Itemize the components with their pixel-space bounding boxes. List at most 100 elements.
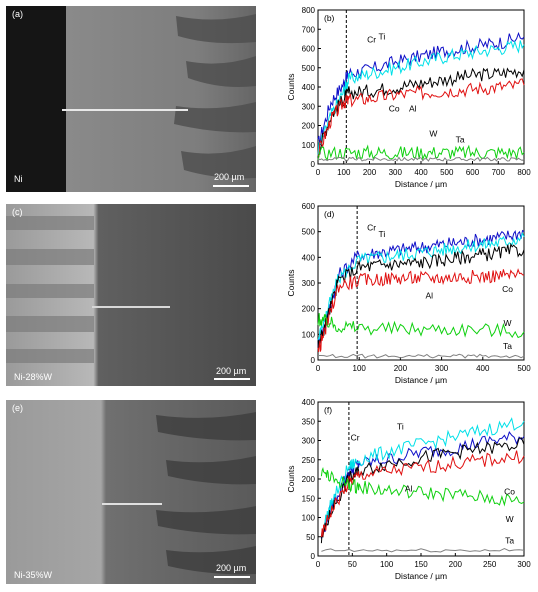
y-tick-label: 800 bbox=[302, 6, 316, 15]
y-tick-label: 700 bbox=[302, 25, 316, 34]
series-annotation-w: W bbox=[506, 514, 514, 524]
y-tick-label: 600 bbox=[302, 45, 316, 54]
y-tick-label: 200 bbox=[302, 475, 316, 484]
series-line-al bbox=[317, 242, 525, 351]
x-tick-label: 250 bbox=[483, 560, 497, 569]
y-tick-label: 100 bbox=[302, 514, 316, 523]
plot-frame bbox=[317, 205, 525, 361]
x-tick-label: 100 bbox=[353, 364, 367, 373]
micrograph-c: (c) Ni-28%W 200 µm bbox=[6, 204, 256, 386]
y-tick-label: 50 bbox=[306, 533, 315, 542]
y-axis-label: Counts bbox=[286, 270, 296, 297]
series-annotation-al: Al bbox=[409, 104, 417, 114]
y-tick-label: 0 bbox=[311, 356, 316, 365]
series-line-ta bbox=[321, 548, 525, 553]
series-line-co bbox=[317, 268, 525, 353]
series-annotation-ta: Ta bbox=[505, 536, 514, 546]
series-annotation-co: Co bbox=[502, 284, 513, 294]
series-line-w bbox=[317, 313, 525, 339]
y-tick-label: 300 bbox=[302, 279, 316, 288]
scale-bar-label: 200 µm bbox=[214, 172, 245, 182]
x-tick-label: 600 bbox=[466, 168, 480, 177]
x-tick-label: 50 bbox=[348, 560, 357, 569]
panel-label: (a) bbox=[12, 9, 23, 19]
x-tick-label: 300 bbox=[435, 364, 449, 373]
plot-d: 0 100 200 300 400 500 0 100 200 300 400 500 600 Dista… bbox=[282, 200, 534, 392]
y-tick-label: 600 bbox=[302, 202, 316, 211]
y-tick-label: 150 bbox=[302, 494, 316, 503]
sample-label: Ni-35%W bbox=[14, 570, 53, 580]
y-tick-label: 400 bbox=[302, 253, 316, 262]
scale-bar-label: 200 µm bbox=[216, 563, 247, 573]
x-tick-label: 0 bbox=[316, 168, 321, 177]
series-line-ta bbox=[318, 353, 525, 359]
plot-b: 0 100 200 300 400 500 600 700 800 0 100 200 300 400 50… bbox=[282, 4, 534, 196]
y-tick-label: 500 bbox=[302, 228, 316, 237]
series-annotation-co: Co bbox=[504, 486, 515, 496]
y-tick-label: 350 bbox=[302, 417, 316, 426]
chart-b-svg: 0 100 200 300 400 500 600 700 800 0 100 200 300 400 50… bbox=[286, 6, 531, 189]
chart-d-svg: 0 100 200 300 400 500 0 100 200 300 400 500 600 Dista… bbox=[286, 202, 531, 385]
x-tick-label: 150 bbox=[414, 560, 428, 569]
series-line-ta bbox=[317, 156, 525, 162]
y-tick-label: 100 bbox=[302, 141, 316, 150]
y-tick-label: 200 bbox=[302, 305, 316, 314]
y-axis-label: Counts bbox=[286, 74, 296, 101]
series-annotation-al: Al bbox=[425, 290, 433, 300]
series-annotation-cr: Cr bbox=[351, 433, 360, 443]
sample-label: Ni bbox=[14, 174, 23, 184]
y-tick-label: 400 bbox=[302, 398, 316, 407]
chart-f-svg: 0 50 100 150 200 250 300 0 50 100 150 200 250 300 350 4… bbox=[286, 398, 531, 581]
series-annotation-cr: Cr bbox=[367, 223, 376, 233]
series-line-ti bbox=[317, 40, 525, 157]
series-line-co bbox=[317, 78, 525, 158]
y-tick-label: 300 bbox=[302, 102, 316, 111]
x-tick-label: 200 bbox=[449, 560, 463, 569]
x-tick-label: 800 bbox=[517, 168, 531, 177]
x-tick-label: 200 bbox=[394, 364, 408, 373]
micrograph-e: (e) Ni-35%W 200 µm bbox=[6, 400, 256, 584]
plot-f: 0 50 100 150 200 250 300 0 50 100 150 200 250 300 350 4… bbox=[282, 396, 534, 588]
x-tick-label: 500 bbox=[440, 168, 454, 177]
y-tick-label: 400 bbox=[302, 83, 316, 92]
x-tick-label: 400 bbox=[414, 168, 428, 177]
y-tick-label: 200 bbox=[302, 122, 316, 131]
x-axis-label: Distance / µm bbox=[395, 375, 447, 385]
series-annotation-ta: Ta bbox=[456, 134, 465, 144]
y-tick-label: 100 bbox=[302, 330, 316, 339]
y-tick-label: 0 bbox=[311, 552, 316, 561]
series-annotation-ta: Ta bbox=[503, 341, 512, 351]
series-annotation-al: Al bbox=[405, 483, 413, 493]
series-annotation-co: Co bbox=[389, 104, 400, 114]
panel-label: (f) bbox=[324, 405, 332, 415]
series-line-cr bbox=[317, 31, 525, 145]
x-tick-label: 0 bbox=[316, 364, 321, 373]
x-tick-label: 0 bbox=[316, 560, 321, 569]
x-axis-label: Distance / µm bbox=[395, 571, 447, 581]
x-tick-label: 700 bbox=[492, 168, 506, 177]
scale-bar-label: 200 µm bbox=[216, 366, 247, 376]
x-tick-label: 400 bbox=[476, 364, 490, 373]
series-annotation-ti: Ti bbox=[397, 422, 404, 432]
panel-label: (e) bbox=[12, 403, 23, 413]
x-tick-label: 300 bbox=[389, 168, 403, 177]
series-annotation-ti: Ti bbox=[378, 31, 385, 41]
sample-label: Ni-28%W bbox=[14, 372, 53, 382]
y-tick-label: 300 bbox=[302, 437, 316, 446]
panel-label: (b) bbox=[324, 13, 335, 23]
series-line-al bbox=[317, 67, 525, 157]
series-annotation-w: W bbox=[429, 128, 437, 138]
micrograph-a: (a) Ni 200 µm bbox=[6, 6, 256, 192]
panel-label: (c) bbox=[12, 207, 23, 217]
x-tick-label: 300 bbox=[517, 560, 531, 569]
x-tick-label: 500 bbox=[517, 364, 531, 373]
series-annotation-cr: Cr bbox=[367, 34, 376, 44]
x-tick-label: 200 bbox=[363, 168, 377, 177]
series-annotation-ti: Ti bbox=[378, 229, 385, 239]
y-tick-label: 0 bbox=[311, 160, 316, 169]
x-tick-label: 100 bbox=[380, 560, 394, 569]
series-line-w bbox=[317, 144, 525, 162]
x-axis-label: Distance / µm bbox=[395, 179, 447, 189]
x-tick-label: 100 bbox=[337, 168, 351, 177]
y-tick-label: 250 bbox=[302, 456, 316, 465]
